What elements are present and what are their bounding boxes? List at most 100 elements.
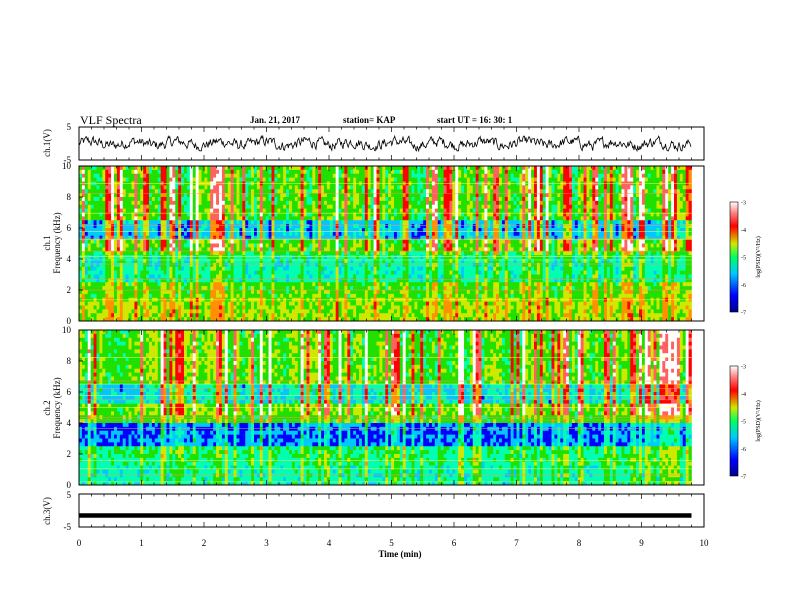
spectrogram-cell xyxy=(639,239,643,244)
spectrogram-cell xyxy=(510,216,514,221)
spectrogram-cell xyxy=(338,255,342,260)
spectrogram-cell xyxy=(236,166,240,171)
spectrogram-cell xyxy=(102,185,106,190)
spectrogram-cell xyxy=(146,231,150,237)
spectrogram-cell xyxy=(181,166,185,171)
spectrogram-cell xyxy=(204,173,208,178)
spectrogram-cell xyxy=(644,177,649,182)
spectrogram-cell xyxy=(221,185,226,190)
spectrogram-cell xyxy=(256,220,261,225)
spectrogram-cell xyxy=(353,204,357,209)
spectrogram-cell xyxy=(254,173,258,178)
spectrogram-cell xyxy=(312,251,316,256)
spectrogram-cell xyxy=(143,177,147,182)
spectrogram-cell xyxy=(569,197,573,202)
spectrogram-cell xyxy=(452,216,456,221)
spectrogram-cell xyxy=(528,197,532,202)
spectrogram-cell xyxy=(431,193,436,198)
spectrogram-cell xyxy=(644,200,649,206)
spectrogram-cell xyxy=(481,220,485,225)
spectrogram-cell xyxy=(501,193,506,198)
spectrogram-cell xyxy=(344,243,348,248)
spectrogram-cell xyxy=(184,197,188,202)
spectrogram-cell xyxy=(624,243,628,248)
spectrogram-cell xyxy=(525,193,529,198)
spectrogram-cell xyxy=(321,197,325,202)
spectrogram-cell xyxy=(475,166,479,171)
spectrogram-cell xyxy=(391,247,395,252)
spectrogram-cell xyxy=(373,197,377,202)
spectrogram-cell xyxy=(682,231,686,237)
spectrogram-cell xyxy=(315,228,319,233)
spectrogram-cell xyxy=(326,231,331,237)
spectrogram-cell xyxy=(242,177,246,182)
spectrogram-cell xyxy=(344,166,348,171)
spectrogram-cell xyxy=(592,243,596,248)
spectrogram-cell xyxy=(163,208,167,213)
spectrogram-cell xyxy=(265,173,269,178)
spectrogram-cell xyxy=(367,243,371,248)
spectrogram-cell xyxy=(519,247,523,252)
spectrogram-cell xyxy=(650,193,654,198)
spectrogram-cell xyxy=(236,185,240,190)
spectrogram-cell xyxy=(566,200,570,206)
spectrogram-cell xyxy=(437,231,441,237)
spectrogram-cell xyxy=(312,216,316,221)
spectrogram-cell xyxy=(563,177,567,182)
spectrogram-cell xyxy=(592,224,596,229)
spectrogram-cell xyxy=(321,231,325,237)
spectrogram-cell xyxy=(122,177,126,182)
spectrogram-cell xyxy=(630,185,634,190)
spectrogram-cell xyxy=(431,228,436,233)
spectrogram-cell xyxy=(563,251,567,256)
spectrogram-cell xyxy=(128,173,132,178)
spectrogram-cell xyxy=(414,220,418,225)
spectrogram-cell xyxy=(111,208,115,213)
spectrogram-cell xyxy=(656,189,660,194)
spectrogram-cell xyxy=(639,197,643,202)
spectrogram-cell xyxy=(621,247,625,252)
spectrogram-cell xyxy=(391,220,395,225)
spectrogram-cell xyxy=(595,243,599,248)
spectrogram-cell xyxy=(443,200,447,206)
spectrogram-cell xyxy=(96,189,100,194)
spectrogram-cell xyxy=(685,177,689,182)
spectrogram-cell xyxy=(443,177,447,182)
spectrogram-cell xyxy=(195,204,199,209)
spectrogram-cell xyxy=(411,204,415,209)
spectrogram-cell xyxy=(105,200,109,206)
spectrogram-cell xyxy=(434,208,439,213)
spectrogram-cell xyxy=(513,204,517,209)
spectrogram-cell xyxy=(458,247,462,252)
spectrogram-cell xyxy=(551,208,555,213)
spectrogram-cell xyxy=(184,204,188,209)
spectrogram-cell xyxy=(431,177,436,182)
spectrogram-cell xyxy=(510,224,514,229)
spectrogram-cell xyxy=(641,212,646,217)
spectrogram-cell xyxy=(388,197,392,202)
spectrogram-cell xyxy=(414,177,418,182)
spectrogram-cell xyxy=(571,200,576,206)
spectrogram-cell xyxy=(391,177,395,182)
spectrogram-cell xyxy=(571,216,576,221)
spectrogram-cell xyxy=(615,166,619,171)
spectrogram-cell xyxy=(490,166,494,171)
spectrogram-cell xyxy=(583,197,587,202)
spectrogram-cell xyxy=(108,204,112,209)
spectrogram-cell xyxy=(560,224,564,229)
spectrogram-cell xyxy=(481,193,485,198)
spectrogram-cell xyxy=(598,224,602,229)
spectrogram-cell xyxy=(271,224,275,229)
spectrogram-cell xyxy=(496,177,500,182)
spectrogram-cell xyxy=(525,212,529,217)
spectrogram-cell xyxy=(592,173,596,178)
spectrogram-cell xyxy=(280,224,284,229)
spectrogram-cell xyxy=(481,231,485,237)
spectrogram-cell xyxy=(204,220,208,225)
spectrogram-cell xyxy=(513,197,517,202)
spectrogram-cell xyxy=(481,251,485,256)
spectrogram-cell xyxy=(408,169,412,175)
spectrogram-cell xyxy=(496,220,500,225)
spectrogram-cell xyxy=(233,173,237,178)
spectrogram-cell xyxy=(449,224,453,229)
